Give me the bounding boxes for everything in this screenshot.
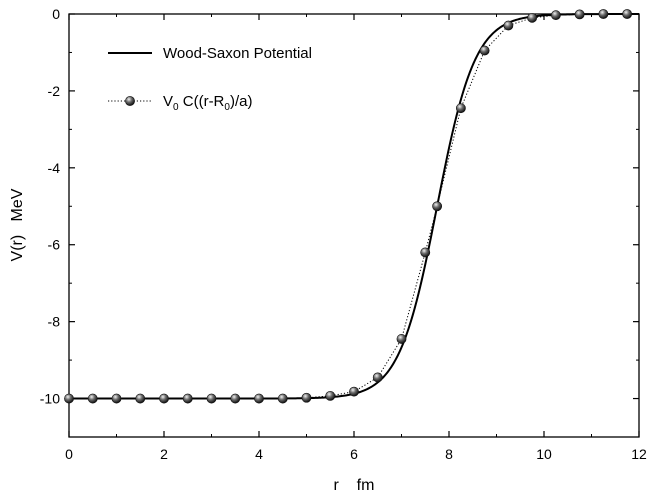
x-tick-label: 4 (255, 446, 263, 462)
fit-point (622, 9, 633, 19)
axis-ticks (68, 13, 640, 438)
y-tick-label: -2 (48, 83, 61, 99)
fit-point (420, 247, 431, 258)
fit-point (479, 45, 490, 56)
fit-point (325, 390, 336, 401)
y-tick-label: 0 (52, 6, 60, 22)
fit-point (206, 393, 217, 404)
plot-frame (68, 13, 640, 438)
legend-label-wood-saxon: Wood-Saxon Potential (163, 45, 312, 62)
fit-point (455, 103, 466, 114)
fit-dotted-curve (69, 13, 628, 400)
fit-point (503, 20, 514, 31)
fit-point (87, 393, 98, 404)
y-tick-label: -8 (48, 314, 61, 330)
y-tick-label: -10 (40, 391, 60, 407)
fit-point (182, 393, 193, 404)
legend-marker (125, 96, 135, 106)
y-axis-title: V(r) MeV (9, 188, 26, 261)
fit-point (550, 10, 561, 21)
fit-point (135, 393, 146, 404)
fit-point (432, 201, 443, 212)
x-tick-labels: 0 2 4 6 8 10 12 (65, 446, 647, 462)
legend-label-fit: V0 C((r-R0)/a) (163, 93, 252, 113)
x-axis-title: r fm (334, 477, 375, 494)
legend: Wood-Saxon Potential V0 C((r-R0)/a) (108, 45, 312, 113)
fit-point (159, 393, 169, 404)
fit-point (598, 9, 609, 19)
y-tick-label: -6 (48, 237, 61, 253)
x-tick-label: 0 (65, 446, 73, 462)
fit-point (349, 386, 359, 397)
fit-point (277, 393, 288, 404)
x-tick-label: 8 (445, 446, 453, 462)
y-tick-labels: 0 -2 -4 -6 -8 -10 (40, 6, 60, 407)
x-tick-label: 6 (350, 446, 358, 462)
fit-point (396, 334, 407, 344)
fit-point (254, 393, 264, 404)
fit-point (527, 12, 538, 23)
fit-point (230, 393, 241, 404)
x-tick-label: 2 (160, 446, 168, 462)
fit-markers (64, 9, 633, 404)
x-tick-label: 10 (536, 446, 552, 462)
y-tick-label: -4 (48, 160, 61, 176)
wood-saxon-curve (69, 13, 639, 400)
x-tick-label: 12 (631, 446, 647, 462)
fit-point (372, 372, 383, 383)
fit-point (301, 392, 312, 403)
fit-point (111, 393, 122, 404)
fit-point (64, 393, 74, 404)
fit-point (574, 9, 585, 20)
